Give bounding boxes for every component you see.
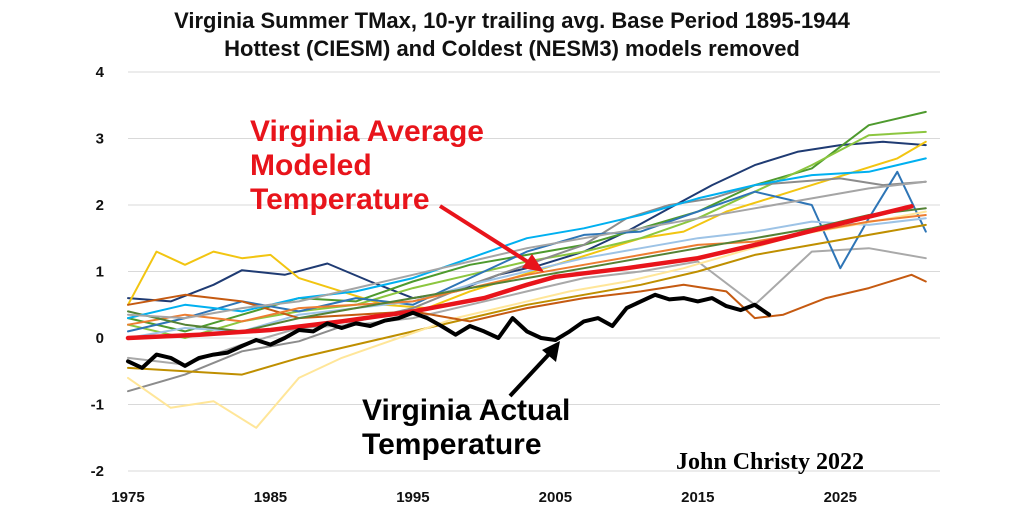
x-tick-label: 2015: [681, 489, 714, 506]
y-tick-label: 0: [96, 330, 104, 347]
chart-subtitle: Hottest (CIESM) and Coldest (NESM3) mode…: [224, 36, 800, 61]
y-tick-label: 1: [96, 264, 104, 281]
annotation-actual-arrow-head: [542, 341, 560, 362]
chart-title: Virginia Summer TMax, 10-yr trailing avg…: [174, 8, 850, 33]
series-line-model-8: [127, 217, 927, 339]
series-line-model-13: [127, 207, 927, 333]
series-line-model-14: [127, 157, 927, 320]
x-tick-label: 2025: [824, 489, 857, 506]
annotation-modeled: Virginia Average Modeled Temperature: [250, 115, 544, 272]
y-tick-label: 3: [96, 131, 104, 148]
y-tick-label: 2: [96, 197, 104, 214]
annotation-modeled-arrow-shaft: [438, 204, 530, 264]
series-line-model-11: [127, 273, 927, 323]
credit-label: John Christy 2022: [676, 449, 864, 475]
y-tick-label: -1: [91, 397, 104, 414]
series-line-model-5: [127, 177, 927, 393]
annotation-actual-line-1: Virginia Actual: [362, 394, 570, 427]
x-axis-ticks: 1975 1985 1995 2005 2015 2025: [111, 489, 857, 506]
annotation-actual-line-2: Temperature: [362, 428, 542, 461]
series-line-model-7: [127, 170, 927, 333]
annotation-modeled-arrow-head: [522, 254, 544, 272]
series-line-actual: [126, 292, 772, 370]
y-tick-label: -2: [91, 463, 104, 480]
x-tick-label: 1985: [254, 489, 287, 506]
annotation-actual-arrow-shaft: [508, 350, 553, 398]
y-axis-ticks: 4 3 2 1 0 -1 -2: [91, 64, 105, 480]
series-line-model-6: [127, 247, 927, 366]
annotation-modeled-line-1: Virginia Average: [250, 115, 484, 148]
x-tick-label: 1995: [396, 489, 429, 506]
x-tick-label: 1975: [111, 489, 144, 506]
annotation-modeled-line-3: Temperature: [250, 183, 430, 216]
series-line-model-15: [127, 180, 927, 320]
annotation-actual: Virginia Actual Temperature: [362, 341, 570, 461]
series-line-model-9: [127, 223, 927, 376]
x-tick-label: 2005: [539, 489, 572, 506]
series-line-modeled-average: [125, 204, 914, 341]
annotation-modeled-line-2: Modeled: [250, 149, 372, 182]
series-line-model-1: [127, 140, 927, 303]
y-tick-label: 4: [96, 64, 105, 81]
